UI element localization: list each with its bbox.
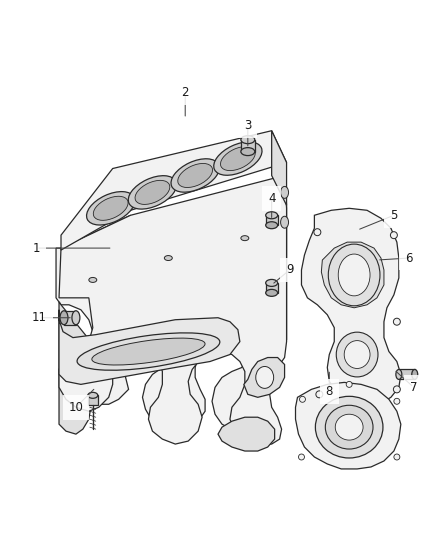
Ellipse shape <box>266 279 278 286</box>
Ellipse shape <box>266 222 278 229</box>
Ellipse shape <box>214 142 262 175</box>
Ellipse shape <box>336 332 378 377</box>
Ellipse shape <box>241 136 255 144</box>
Polygon shape <box>266 283 278 293</box>
Polygon shape <box>59 302 91 434</box>
Ellipse shape <box>241 236 249 240</box>
Ellipse shape <box>393 318 400 325</box>
Ellipse shape <box>300 397 305 402</box>
Ellipse shape <box>335 414 363 440</box>
Ellipse shape <box>256 367 274 389</box>
Text: 2: 2 <box>181 86 189 100</box>
Text: 9: 9 <box>286 263 293 277</box>
Ellipse shape <box>396 369 402 379</box>
Text: 3: 3 <box>244 119 251 132</box>
Ellipse shape <box>128 176 177 209</box>
Ellipse shape <box>316 391 323 398</box>
Polygon shape <box>61 131 286 250</box>
Text: 11: 11 <box>32 311 47 324</box>
Polygon shape <box>244 358 285 397</box>
Text: 5: 5 <box>390 209 398 222</box>
Ellipse shape <box>298 454 304 460</box>
Ellipse shape <box>92 338 205 365</box>
Ellipse shape <box>178 164 212 188</box>
Polygon shape <box>272 131 286 205</box>
Ellipse shape <box>394 454 400 460</box>
Polygon shape <box>241 140 255 151</box>
Text: 4: 4 <box>268 192 276 205</box>
Ellipse shape <box>314 229 321 236</box>
Polygon shape <box>218 417 275 451</box>
Ellipse shape <box>87 191 135 225</box>
Ellipse shape <box>93 196 128 220</box>
Ellipse shape <box>266 212 278 219</box>
Ellipse shape <box>281 187 289 198</box>
Polygon shape <box>88 395 98 405</box>
Polygon shape <box>399 369 415 379</box>
Ellipse shape <box>328 244 380 306</box>
Polygon shape <box>301 208 401 407</box>
Ellipse shape <box>89 278 97 282</box>
Ellipse shape <box>394 398 400 404</box>
Text: 10: 10 <box>68 401 83 414</box>
Ellipse shape <box>164 255 172 261</box>
Ellipse shape <box>72 311 80 325</box>
Ellipse shape <box>346 382 352 387</box>
Ellipse shape <box>77 333 220 370</box>
Polygon shape <box>296 382 401 469</box>
Ellipse shape <box>60 311 68 325</box>
Polygon shape <box>266 215 278 225</box>
Polygon shape <box>321 242 384 308</box>
Ellipse shape <box>393 386 400 393</box>
Polygon shape <box>59 175 286 444</box>
Ellipse shape <box>241 148 255 156</box>
Polygon shape <box>56 175 286 434</box>
Ellipse shape <box>281 216 289 228</box>
Text: 8: 8 <box>325 385 333 398</box>
Polygon shape <box>64 311 76 325</box>
Polygon shape <box>59 310 240 384</box>
Ellipse shape <box>315 397 383 458</box>
Ellipse shape <box>171 159 219 192</box>
Ellipse shape <box>344 341 370 368</box>
Ellipse shape <box>412 369 418 379</box>
Ellipse shape <box>88 392 98 398</box>
Text: 6: 6 <box>405 252 413 264</box>
Ellipse shape <box>135 180 170 205</box>
Text: 1: 1 <box>32 241 40 255</box>
Ellipse shape <box>338 254 370 296</box>
Ellipse shape <box>220 147 255 171</box>
Ellipse shape <box>390 232 397 239</box>
Ellipse shape <box>325 405 373 449</box>
Ellipse shape <box>266 289 278 296</box>
Text: 7: 7 <box>410 381 417 394</box>
